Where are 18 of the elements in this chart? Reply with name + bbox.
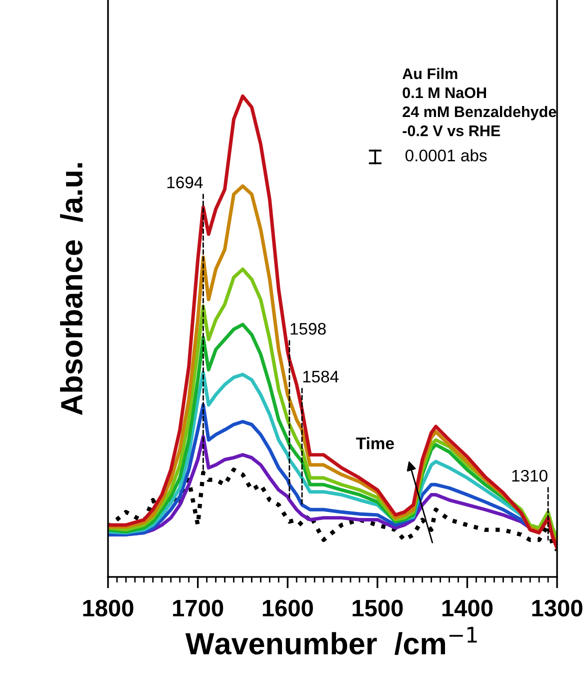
x-tick-label: 1800: [83, 600, 134, 617]
annotation: 1694: [167, 176, 203, 188]
annotation: 1598: [290, 322, 326, 335]
x-axis-title: Wavenumber /cm$^{−1}$: [185, 626, 477, 655]
annotation: -0.2 V vs RHE: [402, 125, 500, 136]
x-tick-label: 1500: [352, 600, 403, 617]
x-tick-label: 1600: [262, 600, 313, 617]
annotation: 24 mM Benzaldehyde: [402, 106, 556, 120]
y-axis-title: Absorbance /a.u.: [60, 163, 83, 416]
x-tick-label: 1300: [532, 600, 582, 617]
text: Au Film: [402, 68, 458, 80]
x-tick-label: 1400: [442, 600, 493, 617]
annotation: 0.1 M NaOH: [402, 87, 486, 98]
annotation: Time: [356, 437, 394, 450]
annotation: 1310: [512, 470, 548, 482]
x-tick-label: 1700: [173, 600, 224, 617]
annotation: 0.0001 abs: [405, 149, 487, 162]
annotation: 1584: [303, 370, 339, 383]
